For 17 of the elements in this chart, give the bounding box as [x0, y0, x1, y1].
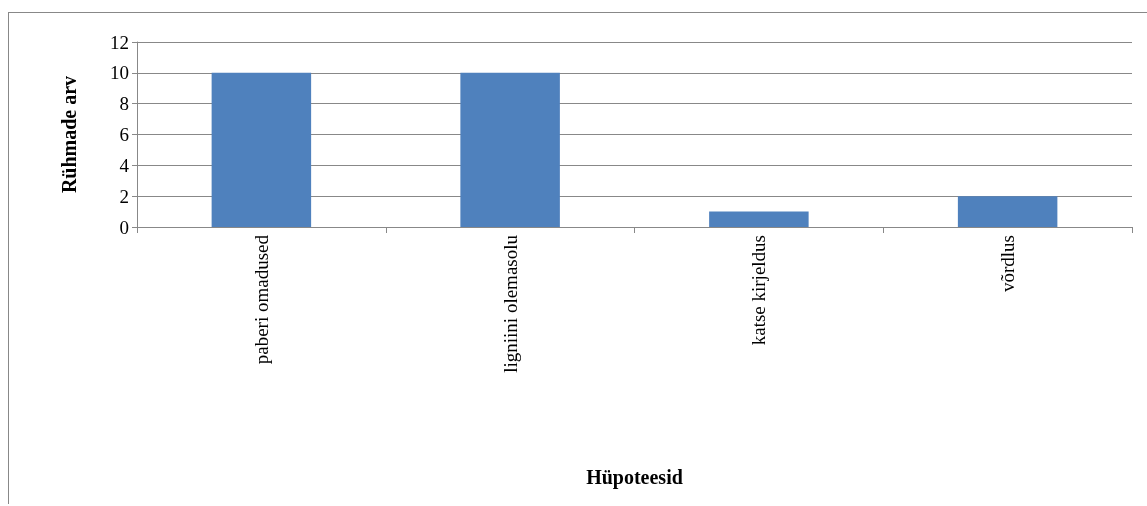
y-tick-label: 12 [110, 31, 129, 53]
y-tick-label: 10 [110, 62, 129, 84]
x-axis-title: Hüpoteesid [586, 466, 683, 489]
x-tick-label: ligniini olemasolu [499, 234, 521, 373]
y-axis-title: Rühmade arv [58, 75, 80, 194]
x-tick-label: katse kirjeldus [748, 235, 770, 346]
y-tick-label: 2 [119, 185, 129, 207]
bar [211, 72, 312, 227]
bar [709, 211, 809, 227]
x-tick-label: võrdlus [997, 235, 1019, 292]
bar [957, 196, 1058, 227]
bar [460, 72, 560, 227]
y-tick-label: 4 [119, 154, 130, 176]
y-tick-label: 6 [119, 124, 129, 145]
x-tick-label: paberi omadused [250, 234, 272, 365]
y-tick-label: 8 [119, 93, 129, 115]
y-tick-label: 0 [119, 216, 129, 238]
